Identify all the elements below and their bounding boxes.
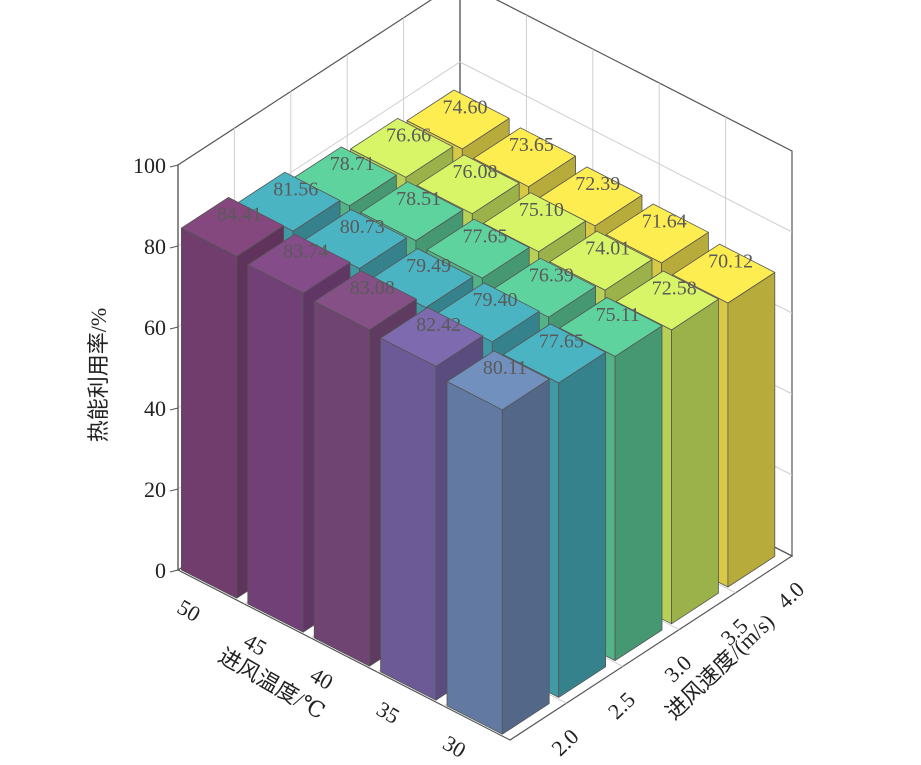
data-label: 76.66 [386, 125, 431, 147]
data-label: 73.65 [509, 134, 554, 156]
data-label: 78.71 [330, 153, 375, 175]
data-label: 77.65 [539, 330, 584, 352]
y-tick-label: 4.0 [772, 576, 809, 613]
data-label: 80.11 [483, 357, 527, 379]
bar-face-top [502, 323, 606, 384]
bars-layer [180, 89, 776, 735]
data-label: 83.74 [283, 240, 328, 262]
z-tick-label: 80 [144, 234, 166, 259]
data-label: 84.41 [217, 204, 262, 226]
bar-face-top [559, 297, 663, 357]
data-label: 81.56 [273, 178, 318, 200]
bar-face-top [416, 154, 520, 215]
z-tick-label: 100 [133, 153, 166, 178]
data-label: 71.64 [642, 210, 687, 232]
bar-face-top [180, 196, 285, 257]
bar-face-left [313, 300, 370, 667]
z-tick-mark [169, 407, 179, 411]
data-label: 70.12 [708, 250, 753, 272]
z-tick-label: 40 [144, 396, 166, 421]
z-tick-mark [169, 326, 179, 330]
data-label: 74.01 [585, 237, 630, 259]
bar-face-top [247, 233, 351, 294]
bar-face-right [614, 325, 663, 661]
data-label: 74.60 [443, 96, 488, 118]
y-tick-label: 2.5 [603, 687, 640, 724]
z-tick-label: 60 [144, 315, 166, 340]
bar-face-top [549, 230, 653, 291]
data-label: 79.40 [473, 289, 518, 311]
bar-face-top [380, 307, 484, 367]
bar-face-left [180, 227, 238, 599]
x-tick-label: 50 [173, 594, 205, 627]
bar-face-top [313, 270, 417, 331]
data-label: 75.10 [519, 199, 564, 221]
bar-face-top [482, 192, 586, 253]
bar-face-left [380, 337, 437, 701]
data-label: 78.51 [396, 188, 441, 210]
y-tick-label: 2.0 [546, 724, 583, 761]
labels-layer: 74.60 76.66 73.65 78.71 76.08 72.39 81.56 78.51… [217, 96, 753, 379]
data-label: 72.39 [575, 173, 620, 195]
data-label: 77.65 [463, 226, 508, 248]
bar-face-right [558, 351, 606, 698]
bar-face-top [360, 181, 464, 242]
bar-face-right [671, 298, 719, 625]
data-label: 82.42 [416, 314, 461, 336]
z-tick-label: 20 [144, 477, 166, 502]
bar-face-top [605, 203, 709, 264]
x-tick-label: 40 [306, 662, 338, 695]
bar-face-top [426, 218, 530, 279]
z-tick-mark [169, 488, 179, 492]
bar-face-left [446, 381, 503, 735]
data-label: 80.73 [340, 216, 385, 238]
data-label: 76.39 [529, 265, 574, 287]
data-label: 72.58 [652, 277, 697, 299]
data-label: 79.49 [406, 255, 451, 277]
bar-face-top [615, 270, 719, 331]
bar-face-top [472, 127, 576, 188]
data-label: 83.08 [350, 277, 395, 299]
x-tick-label: 30 [439, 730, 471, 763]
z-tick-mark [169, 164, 179, 168]
bar-face-top [672, 243, 776, 304]
bar-face-top [406, 89, 510, 150]
bar-face-top [350, 118, 454, 178]
z-tick-mark [169, 245, 179, 249]
bar-30-2.0 [446, 350, 550, 735]
data-label: 76.08 [453, 161, 498, 183]
z-axis-title: 热能利用率/% [86, 308, 111, 442]
data-label: 75.11 [596, 304, 640, 326]
bar-face-left [247, 264, 304, 633]
bar-face-right [727, 271, 776, 588]
bar-face-top [446, 350, 550, 411]
z-tick-mark [169, 569, 179, 573]
z-tick-label: 0 [155, 558, 166, 583]
x-tick-label: 35 [372, 696, 404, 729]
bar-face-right [501, 378, 550, 735]
